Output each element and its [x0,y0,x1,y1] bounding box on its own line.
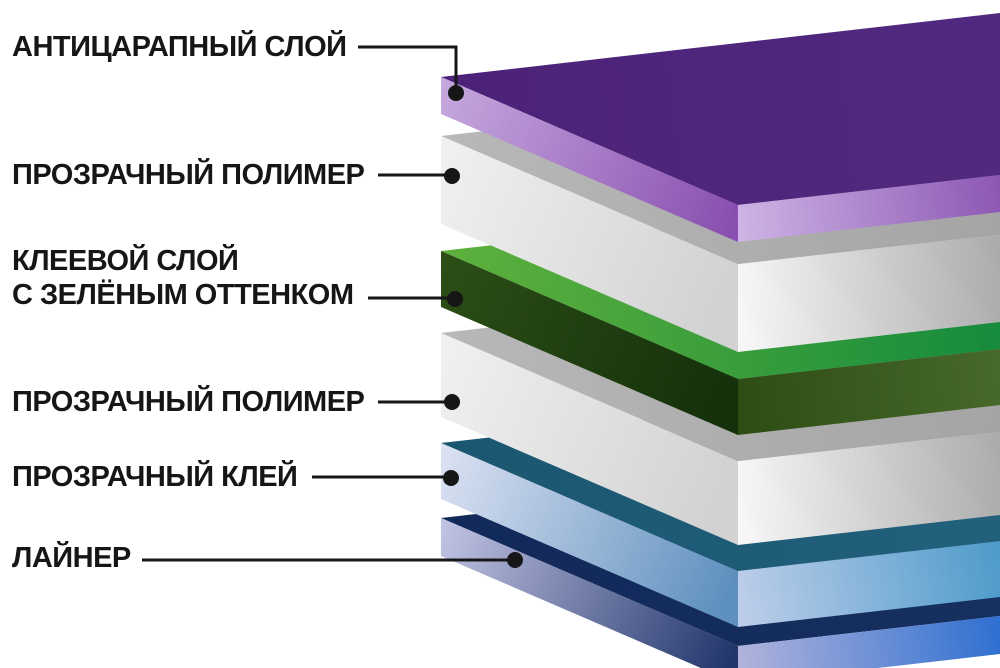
layer-face-top-anti-scratch-layer [441,13,1000,205]
layer-face-right-clear-polymer-bottom [738,431,1000,545]
layer-face-left-clear-polymer-top [441,136,738,352]
layer-face-left-adhesive-green-tint [441,251,738,435]
leader-dot-liner [507,552,523,568]
layer-face-right-clear-adhesive [738,541,1000,627]
layer-face-left-anti-scratch-layer [441,77,738,242]
leader-dot-clear-polymer-top [444,168,460,184]
layer-face-right-liner [738,616,1000,668]
leader-line-anti-scratch-layer [358,45,458,93]
layer-face-right-anti-scratch-layer [738,175,1000,242]
layer-face-left-clear-polymer-bottom [441,333,738,545]
layer-face-right-adhesive-green-tint [738,349,1000,435]
leader-dot-clear-polymer-bottom [444,394,460,410]
layer-face-left-clear-adhesive [441,443,738,627]
leader-dot-clear-adhesive [443,470,459,486]
leader-dot-anti-scratch-layer [448,85,464,101]
leader-dot-adhesive-green-tint [447,291,463,307]
layer-face-right-clear-polymer-top [738,234,1000,352]
